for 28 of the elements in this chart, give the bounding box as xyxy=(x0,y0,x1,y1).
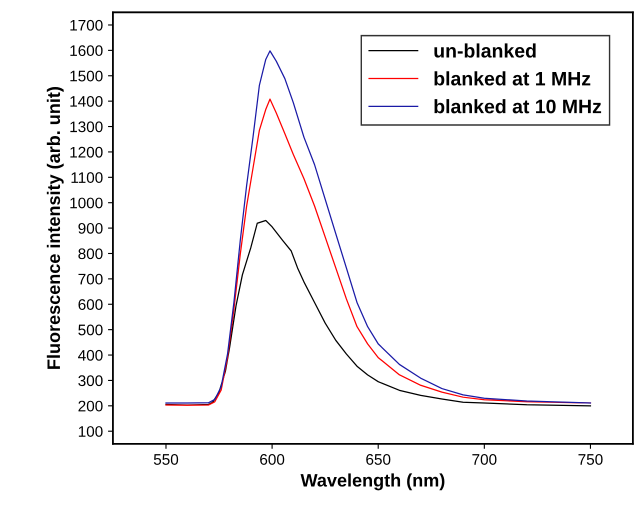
line-series xyxy=(165,220,592,406)
y-tick-label: 1600 xyxy=(70,45,103,56)
y-tick-label: 500 xyxy=(78,324,103,336)
y-tick-label: 1500 xyxy=(70,70,103,82)
y-tick-label: 300 xyxy=(78,375,103,386)
x-axis-title: Wavelength (nm) xyxy=(300,473,444,490)
y-tick-label: 1100 xyxy=(72,172,103,184)
y-tick-label: 200 xyxy=(78,400,103,412)
y-tick-label: 700 xyxy=(78,274,103,285)
x-tick-label: 700 xyxy=(472,454,496,465)
legend-label: blanked at 10 MHz xyxy=(434,99,602,114)
y-tick-label: 400 xyxy=(78,350,103,361)
x-tick-label: 750 xyxy=(578,454,603,465)
legend-label: un-blanked xyxy=(434,43,536,58)
y-tick-label: 800 xyxy=(78,248,103,260)
y-tick-label: 100 xyxy=(78,426,103,437)
y-tick-label: 1300 xyxy=(70,121,103,132)
x-tick-label: 600 xyxy=(260,454,284,465)
x-tick-label: 550 xyxy=(154,454,178,465)
y-tick-label: 1400 xyxy=(70,96,103,107)
y-tick-label: 600 xyxy=(78,299,103,310)
y-tick-label: 1200 xyxy=(70,146,103,158)
y-axis-title: Fluorescence intensity (arb. unit) xyxy=(46,87,64,369)
legend-label: blanked at 1 MHz xyxy=(434,71,590,86)
y-tick-label: 1000 xyxy=(70,198,103,208)
y-tick-label: 1700 xyxy=(70,20,103,31)
y-tick-label: 900 xyxy=(78,222,103,234)
x-tick-label: 650 xyxy=(366,454,390,465)
